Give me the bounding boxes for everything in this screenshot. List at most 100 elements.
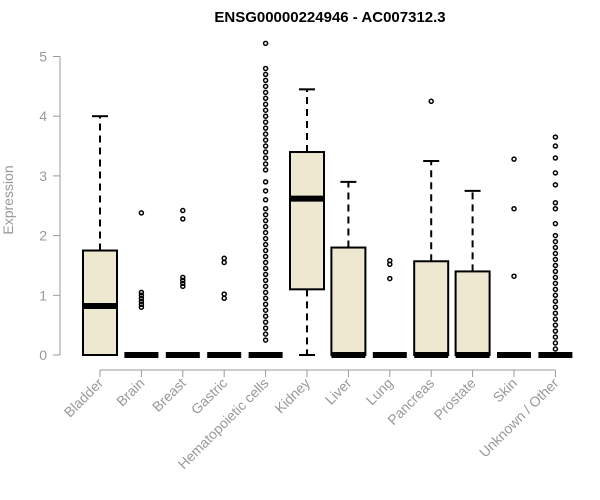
outlier-point (552, 316, 559, 322)
outlier-point (262, 205, 269, 212)
outlier-point (262, 253, 269, 260)
x-tick-label: Liver (322, 375, 355, 408)
outlier-point (552, 334, 559, 340)
outlier-point (511, 273, 517, 279)
outlier-point (180, 280, 186, 287)
box-kidney (289, 88, 325, 356)
outlier-point (552, 182, 559, 188)
box-liver (330, 180, 367, 358)
outlier-point (262, 223, 269, 230)
outlier-point (221, 295, 227, 302)
outlier-point (552, 286, 559, 293)
outlier-point (262, 149, 269, 155)
outlier-point (262, 313, 269, 319)
outlier-point (180, 216, 186, 222)
outlier-point (511, 156, 517, 162)
outlier-point (221, 259, 227, 266)
outlier-point (552, 143, 559, 149)
outlier-point (262, 265, 269, 272)
outlier-point (552, 304, 559, 310)
outlier-point (552, 134, 559, 140)
y-tick-label: 0 (39, 347, 47, 363)
outlier-point (552, 322, 559, 328)
outlier-point (221, 255, 227, 262)
box-brain (124, 210, 159, 358)
outlier-point (552, 256, 559, 263)
outlier-point (262, 137, 269, 143)
outlier-point (262, 235, 269, 242)
outlier-point (138, 289, 145, 296)
outlier-point (552, 346, 559, 352)
outlier-point (262, 101, 269, 108)
outlier-point (262, 77, 269, 84)
outlier-point (262, 337, 269, 343)
outlier-point (262, 40, 269, 47)
x-tick-label: Bladder (61, 375, 107, 421)
box-rect (413, 260, 450, 356)
outlier-point (138, 295, 145, 302)
box-rect (454, 270, 491, 357)
outlier-point (262, 155, 269, 161)
outlier-point (262, 295, 269, 302)
outlier-point (138, 301, 145, 308)
box-skin (497, 156, 531, 358)
outlier-point (262, 229, 269, 236)
outlier-point (262, 95, 269, 102)
outlier-point (552, 328, 559, 334)
outlier-point (511, 205, 517, 212)
outlier-point (552, 274, 559, 281)
box-unknown-other (538, 134, 573, 358)
outlier-point (262, 119, 269, 125)
outlier-point (138, 292, 145, 299)
outlier-point (180, 283, 186, 290)
outlier-point (262, 179, 269, 185)
outlier-point (387, 275, 393, 282)
outlier-point (262, 319, 269, 325)
outlier-point (262, 283, 269, 290)
outlier-point (262, 65, 269, 72)
outlier-point (552, 232, 559, 239)
y-tick-label: 3 (39, 168, 47, 184)
outlier-point (262, 301, 269, 308)
outlier-point (552, 280, 559, 287)
outlier-point (262, 167, 269, 173)
outlier-point (552, 244, 559, 251)
x-tick-label: Lung (363, 375, 396, 408)
outlier-point (552, 310, 559, 316)
x-tick-label: Kidney (272, 375, 314, 417)
box-gastric (207, 255, 242, 358)
box-bladder (82, 115, 118, 356)
x-tick-label: Prostate (431, 375, 479, 423)
box-prostate (454, 189, 491, 358)
outlier-point (552, 170, 559, 176)
outlier-point (262, 307, 269, 313)
box-rect (82, 249, 118, 356)
chart-title: ENSG00000224946 - AC007312.3 (214, 9, 445, 26)
outlier-point (262, 131, 269, 137)
outlier-point (262, 217, 269, 224)
boxes (82, 40, 573, 358)
y-axis: 0 1 2 3 4 5 (39, 49, 61, 363)
outlier-point (262, 211, 269, 218)
outlier-point (262, 113, 269, 119)
outlier-point (221, 291, 227, 297)
outlier-point (552, 292, 559, 299)
outlier-point (552, 200, 559, 206)
y-tick-label: 2 (39, 228, 47, 244)
outlier-point (262, 331, 269, 337)
outlier-point (552, 268, 559, 275)
outlier-point (262, 277, 269, 284)
x-tick-label: Unknown / Other (476, 375, 562, 461)
y-axis-label: Expression (0, 165, 16, 234)
outlier-point (262, 197, 269, 203)
outlier-point (552, 262, 559, 269)
x-tick-label: Skin (490, 375, 521, 406)
outlier-point (138, 298, 145, 305)
outlier-point (552, 238, 559, 245)
outlier-point (262, 325, 269, 331)
outlier-point (180, 274, 186, 281)
y-tick-label: 5 (39, 49, 47, 65)
box-breast (165, 207, 200, 358)
outlier-point (552, 298, 559, 305)
